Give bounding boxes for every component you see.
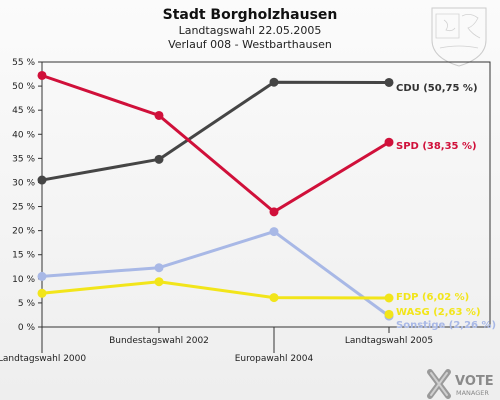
data-point	[37, 288, 47, 298]
coat-of-arms-icon	[431, 7, 487, 67]
chart-subtitle-1: Landtagswahl 22.05.2005	[179, 24, 322, 37]
logo-subtext: MANAGER	[456, 389, 489, 397]
data-point	[269, 207, 279, 217]
series-label-sonstige: Sonstige (2,26 %)	[396, 320, 496, 331]
data-point	[154, 263, 164, 273]
y-tick-label: 20 %	[12, 227, 35, 237]
x-axis: Landtagswahl 2000 Bundestagswahl 2002 Euro…	[0, 327, 433, 364]
series-wasg	[384, 309, 394, 319]
series-line	[41, 230, 390, 318]
chart-subtitle-2: Verlauf 008 - Westbarthausen	[168, 38, 332, 51]
series-sonstige	[37, 227, 394, 321]
y-tick-label: 0 %	[18, 323, 36, 333]
x-tick-label: Landtagswahl 2005	[345, 336, 433, 346]
data-point	[384, 137, 394, 147]
data-point	[154, 110, 164, 120]
series-label-fdp: FDP (6,02 %)	[396, 292, 469, 303]
y-tick-label: 35 %	[12, 154, 35, 164]
data-point	[154, 154, 164, 164]
chart-title: Stadt Borgholzhausen	[163, 7, 338, 23]
data-point	[384, 293, 394, 303]
series-labels: CDU (50,75 %) SPD (38,35 %) Sonstige (2,26…	[396, 83, 496, 331]
data-point	[37, 175, 47, 185]
series-line	[41, 280, 390, 300]
x-tick-label: Landtagswahl 2000	[0, 354, 86, 364]
data-point	[269, 293, 279, 303]
y-tick-label: 5 %	[18, 299, 36, 309]
logo-text: VOTE	[455, 374, 494, 389]
series-cdu	[37, 77, 394, 185]
x-tick-label: Europawahl 2004	[235, 354, 314, 364]
y-axis: 0 % 5 % 10 % 15 % 20 % 25 % 30 % 35 % 40 % 45 % 50…	[12, 58, 42, 333]
vote-manager-logo: VOTE MANAGER	[427, 369, 494, 399]
x-tick-label: Bundestagswahl 2002	[109, 336, 209, 346]
y-tick-label: 30 %	[12, 178, 35, 188]
y-tick-label: 45 %	[12, 106, 35, 116]
y-tick-label: 15 %	[12, 251, 35, 261]
series-label-wasg: WASG (2,63 %)	[396, 307, 481, 318]
series-line	[41, 74, 390, 214]
y-tick-label: 10 %	[12, 275, 35, 285]
y-tick-label: 50 %	[12, 82, 35, 92]
series-label-cdu: CDU (50,75 %)	[396, 83, 478, 94]
data-point	[269, 77, 279, 87]
data-point	[384, 309, 394, 319]
series-label-spd: SPD (38,35 %)	[396, 141, 477, 152]
data-point	[384, 77, 394, 87]
y-tick-label: 25 %	[12, 203, 35, 213]
series-spd	[37, 70, 394, 217]
series-fdp	[37, 277, 394, 303]
y-tick-label: 55 %	[12, 58, 35, 68]
series-group	[37, 70, 394, 321]
data-point	[269, 227, 279, 237]
data-point	[154, 277, 164, 287]
y-tick-label: 40 %	[12, 130, 35, 140]
series-line	[41, 80, 390, 182]
data-point	[37, 271, 47, 281]
plot-area	[41, 61, 491, 328]
x-logo-icon	[427, 369, 451, 399]
data-point	[37, 70, 47, 80]
